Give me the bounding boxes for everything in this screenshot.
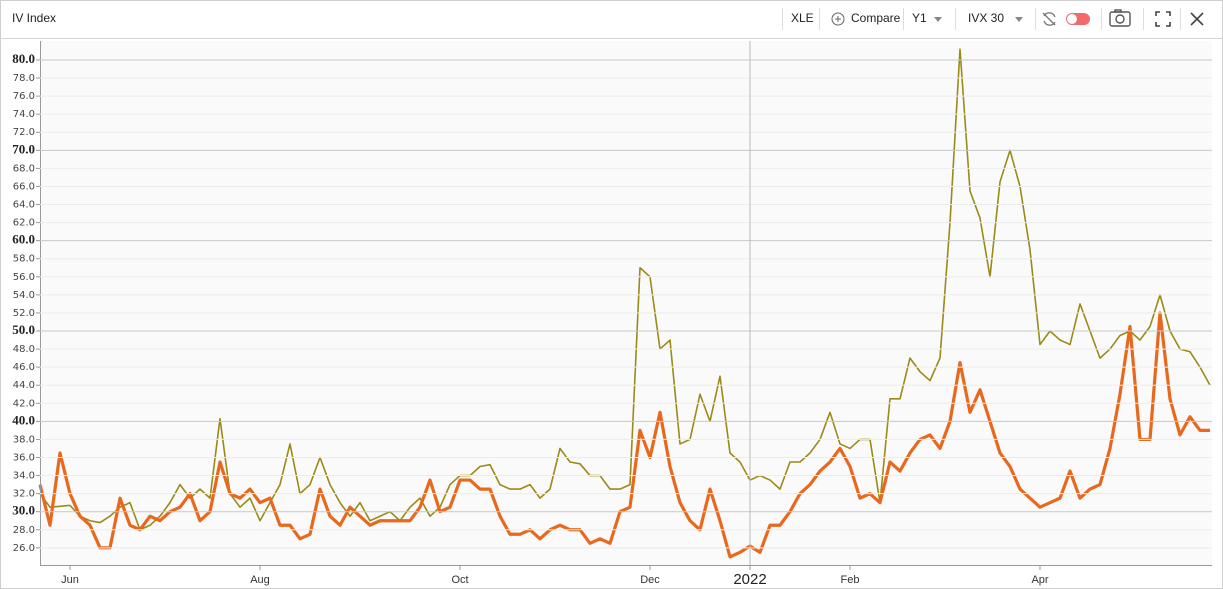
compare-icon[interactable] <box>831 12 845 26</box>
y-tick-label: 72.0 <box>13 127 35 138</box>
y-tick-label: 42.0 <box>13 398 35 409</box>
measure-dropdown[interactable]: IVX 30 <box>968 11 1004 25</box>
camera-icon[interactable] <box>1109 9 1131 27</box>
y-tick-label: 66.0 <box>13 181 35 192</box>
y-tick-label: 44.0 <box>13 380 35 391</box>
x-tick-label: Dec <box>640 574 660 586</box>
fullscreen-icon[interactable] <box>1155 11 1171 27</box>
y-tick-label: 48.0 <box>13 344 35 355</box>
y-tick-label: 32.0 <box>13 489 35 500</box>
panel-title: IV Index <box>12 11 56 25</box>
y-tick-label: 70.0 <box>12 141 35 156</box>
sync-icon[interactable] <box>1042 12 1056 26</box>
y-tick-label: 78.0 <box>13 73 35 84</box>
y-tick-label: 34.0 <box>13 471 35 482</box>
period-dropdown[interactable]: Y1 <box>912 11 927 25</box>
y-tick-label: 28.0 <box>13 525 35 536</box>
y-tick-label: 50.0 <box>12 322 35 337</box>
y-tick-label: 76.0 <box>13 91 35 102</box>
y-tick-label: 56.0 <box>13 272 35 283</box>
x-tick-label: Jun <box>61 574 79 586</box>
y-tick-label: 52.0 <box>13 308 35 319</box>
toolbar-separators <box>782 8 1181 30</box>
series-line <box>38 311 1210 559</box>
x-tick-label: Aug <box>250 574 270 586</box>
compare-button[interactable]: Compare <box>851 11 901 25</box>
y-tick-label: 54.0 <box>13 290 35 301</box>
y-tick-label: 62.0 <box>13 218 35 229</box>
toggle-switch[interactable] <box>1066 13 1090 25</box>
y-tick-label: 58.0 <box>13 254 35 265</box>
y-tick-label: 74.0 <box>13 109 35 120</box>
close-icon[interactable] <box>1190 12 1204 26</box>
y-tick-label: 30.0 <box>12 503 35 518</box>
period-caret[interactable] <box>934 17 942 22</box>
y-tick-label: 38.0 <box>13 434 35 445</box>
x-tick-label: 2022 <box>733 571 766 588</box>
y-tick-label: 80.0 <box>12 51 35 66</box>
y-tick-label: 36.0 <box>13 452 35 463</box>
x-tick-label: Feb <box>841 574 860 586</box>
y-tick-label: 26.0 <box>13 543 35 554</box>
y-tick-label: 40.0 <box>12 412 35 427</box>
x-tick-label: Apr <box>1031 574 1048 586</box>
y-tick-label: 60.0 <box>12 232 35 247</box>
y-tick-label: 46.0 <box>13 362 35 373</box>
y-tick-label: 68.0 <box>13 163 35 174</box>
x-tick-label: Oct <box>451 574 468 586</box>
y-tick-label: 64.0 <box>13 200 35 211</box>
symbol-button[interactable]: XLE <box>791 11 814 25</box>
measure-caret[interactable] <box>1015 17 1023 22</box>
